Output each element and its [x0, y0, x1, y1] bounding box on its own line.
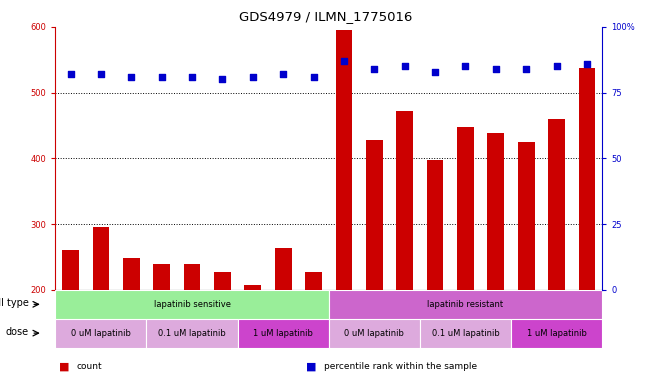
Point	[551, 63, 562, 70]
Bar	[396, 111, 413, 384]
Point	[460, 63, 471, 70]
Bar	[92, 227, 109, 384]
Text: cell type: cell type	[0, 298, 29, 308]
Bar	[579, 68, 596, 384]
Text: percentile rank within the sample: percentile rank within the sample	[324, 362, 477, 371]
Point	[217, 76, 228, 83]
Bar	[518, 142, 534, 384]
Point	[430, 68, 440, 74]
Bar	[511, 319, 602, 348]
Point	[339, 58, 349, 64]
Bar	[244, 285, 261, 384]
Point	[96, 71, 106, 77]
Point	[369, 66, 380, 72]
Point	[582, 61, 592, 67]
Bar	[548, 119, 565, 384]
Bar	[146, 319, 238, 348]
Text: lapatinib resistant: lapatinib resistant	[428, 300, 503, 309]
Text: 1 uM lapatinib: 1 uM lapatinib	[253, 329, 313, 338]
Bar	[329, 319, 420, 348]
Bar	[55, 290, 329, 319]
Bar	[62, 250, 79, 384]
Bar	[214, 271, 230, 384]
Bar	[305, 271, 322, 384]
Bar	[184, 263, 201, 384]
Bar	[427, 161, 443, 384]
Point	[521, 66, 531, 72]
Text: ■: ■	[59, 362, 69, 372]
Point	[491, 66, 501, 72]
Text: count: count	[77, 362, 102, 371]
Text: 0 uM lapatinib: 0 uM lapatinib	[344, 329, 404, 338]
Bar	[420, 319, 511, 348]
Text: dose: dose	[5, 327, 29, 337]
Text: 0 uM lapatinib: 0 uM lapatinib	[71, 329, 131, 338]
Bar	[329, 290, 602, 319]
Point	[187, 74, 197, 80]
Text: GDS4979 / ILMN_1775016: GDS4979 / ILMN_1775016	[239, 10, 412, 23]
Bar	[336, 30, 352, 384]
Point	[156, 74, 167, 80]
Text: lapatinib sensitive: lapatinib sensitive	[154, 300, 230, 309]
Bar	[154, 263, 170, 384]
Text: 0.1 uM lapatinib: 0.1 uM lapatinib	[158, 329, 226, 338]
Text: ■: ■	[306, 362, 316, 372]
Point	[65, 71, 76, 77]
Text: 0.1 uM lapatinib: 0.1 uM lapatinib	[432, 329, 499, 338]
Point	[309, 74, 319, 80]
Point	[400, 63, 410, 70]
Bar	[55, 319, 146, 348]
Point	[247, 74, 258, 80]
Point	[126, 74, 137, 80]
Point	[278, 71, 288, 77]
Text: 1 uM lapatinib: 1 uM lapatinib	[527, 329, 587, 338]
Bar	[366, 140, 383, 384]
Bar	[123, 258, 140, 384]
Bar	[488, 133, 504, 384]
Bar	[457, 127, 474, 384]
Bar	[238, 319, 329, 348]
Bar	[275, 248, 292, 384]
